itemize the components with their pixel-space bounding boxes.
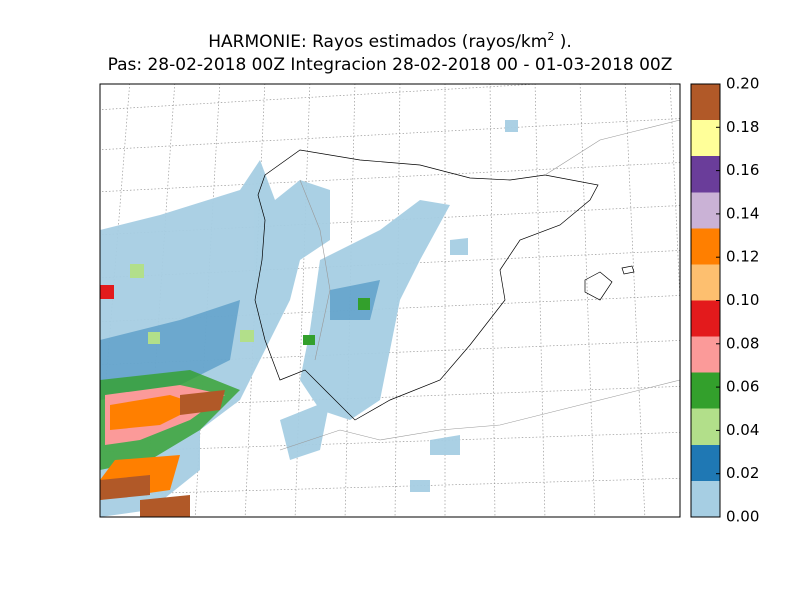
precip-cells (100, 264, 370, 517)
title-text: HARMONIE: Rayos estimados (rayos/km (208, 32, 547, 52)
title-superscript: 2 (547, 30, 554, 43)
map-frame (99, 83, 681, 518)
colorbar-tick-label: 0.06 (726, 378, 759, 396)
map (100, 84, 680, 517)
colorbar-tick-label: 0.14 (726, 204, 759, 222)
colorbar-tick-label: 0.10 (726, 291, 759, 309)
colorbar-tick-label: 0.20 (726, 75, 759, 93)
borders (279, 119, 680, 451)
colorbar-tick-label: 0.16 (726, 161, 759, 179)
colorbar-fill (690, 83, 721, 518)
colorbar: 0.00 0.02 0.04 0.06 0.08 0.10 0.12 0.14 0.16 0.18… (690, 75, 759, 526)
colorbar-tick-label: 0.08 (726, 334, 759, 352)
title-text: ). (554, 32, 571, 52)
title: HARMONIE: Rayos estimados (rayos/km2 ). (208, 30, 572, 52)
colorbar-tick-label: 0.04 (726, 421, 759, 439)
colorbar-tick-label: 0.12 (726, 248, 759, 266)
colorbar-tick-label: 0.18 (726, 118, 759, 136)
subtitle: Pas: 28-02-2018 00Z Integracion 28-02-20… (108, 55, 673, 75)
colorbar-tick-label: 0.00 (726, 508, 759, 526)
colorbar-tick-label: 0.02 (726, 464, 759, 482)
coastline (254, 149, 635, 421)
